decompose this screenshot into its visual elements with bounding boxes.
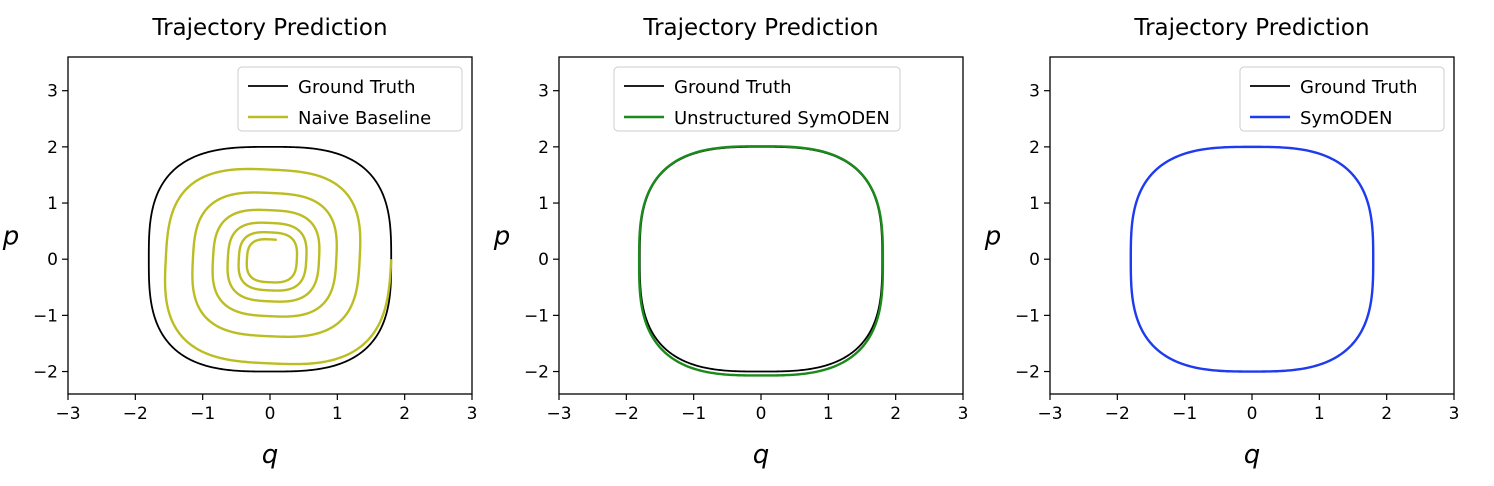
- x-tick-label: 0: [265, 404, 276, 424]
- y-tick-label: −1: [524, 306, 549, 326]
- y-tick-label: −2: [33, 363, 58, 383]
- x-axis-label: q: [753, 440, 770, 470]
- y-tick-label: 1: [538, 194, 549, 214]
- x-tick-label: 2: [890, 404, 901, 424]
- legend-label: SymODEN: [1300, 108, 1392, 129]
- legend-box: [613, 66, 901, 132]
- y-tick-label: 2: [47, 138, 58, 158]
- legend-label: Naive Baseline: [298, 108, 431, 129]
- legend-label: Ground Truth: [1300, 77, 1418, 98]
- chart-panel-unstructured-symoden: Trajectory Prediction −3 −2 −1 0 1 2 3 −2 −1 0 1 2 3 q…: [493, 15, 969, 470]
- x-tick-label: −3: [546, 404, 571, 424]
- x-tick-label: −3: [55, 404, 80, 424]
- y-tick-label: −2: [1015, 363, 1040, 383]
- y-tick-label: 1: [47, 194, 58, 214]
- x-tick-label: 0: [756, 404, 767, 424]
- legend-label: Ground Truth: [674, 77, 792, 98]
- y-tick-label: 2: [1029, 138, 1040, 158]
- y-tick-label: 1: [1029, 194, 1040, 214]
- x-tick-label: −1: [190, 404, 215, 424]
- chart-panel-symoden: Trajectory Prediction −3 −2 −1 0 1 2 3 −2 −1 0 1 2 3 q…: [984, 15, 1460, 470]
- x-tick-label: −1: [1172, 404, 1197, 424]
- x-tick-label: 3: [1449, 404, 1460, 424]
- x-tick-label: 2: [399, 404, 410, 424]
- x-tick-label: 3: [958, 404, 969, 424]
- x-axis-label: q: [1244, 440, 1261, 470]
- y-tick-label: 3: [47, 82, 58, 102]
- legend-label: Ground Truth: [298, 77, 416, 98]
- plot-area: [1129, 145, 1375, 373]
- x-tick-label: 0: [1247, 404, 1258, 424]
- chart-title: Trajectory Prediction: [1133, 15, 1369, 41]
- series-line-ground-truth: [638, 145, 884, 373]
- x-axis-label: q: [262, 440, 279, 470]
- y-tick-label: 3: [538, 82, 549, 102]
- series-line-symoden: [1129, 145, 1375, 373]
- y-tick-label: −1: [33, 306, 58, 326]
- x-tick-label: 2: [1381, 404, 1392, 424]
- series-line-ground-truth: [1129, 145, 1375, 373]
- y-tick-label: −1: [1015, 306, 1040, 326]
- y-tick-label: −2: [524, 363, 549, 383]
- x-tick-label: 1: [1314, 404, 1325, 424]
- x-tick-label: −2: [614, 404, 639, 424]
- x-tick-label: −2: [123, 404, 148, 424]
- legend: Ground Truth SymODEN: [1239, 66, 1445, 132]
- y-axis-label: p: [2, 222, 20, 252]
- y-tick-label: 3: [1029, 82, 1040, 102]
- y-axis-label: p: [493, 222, 511, 252]
- x-tick-label: 1: [332, 404, 343, 424]
- legend-label: Unstructured SymODEN: [674, 108, 890, 129]
- x-tick-label: 3: [467, 404, 478, 424]
- x-tick-label: −2: [1105, 404, 1130, 424]
- legend-box: [1239, 66, 1445, 132]
- y-axis-label: p: [984, 222, 1002, 252]
- plot-area: [637, 145, 885, 377]
- chart-title: Trajectory Prediction: [642, 15, 878, 41]
- y-tick-label: 2: [538, 138, 549, 158]
- legend-box: [237, 66, 463, 132]
- y-tick-label: 0: [1029, 250, 1040, 270]
- series-line-unstructured-symoden: [637, 145, 885, 377]
- y-tick-label: 0: [538, 250, 549, 270]
- legend: Ground Truth Naive Baseline: [237, 66, 463, 132]
- x-tick-label: −3: [1037, 404, 1062, 424]
- x-tick-label: −1: [681, 404, 706, 424]
- y-tick-label: 0: [47, 250, 58, 270]
- series-line-naive-baseline: [163, 167, 393, 366]
- series-line-ground-truth: [147, 145, 393, 373]
- chart-panel-naive-baseline: Trajectory Prediction −3 −2 −1 0 1 2 3 −2 −1 0 1 2 3 q…: [2, 15, 478, 470]
- plot-area: [147, 145, 393, 373]
- legend: Ground Truth Unstructured SymODEN: [613, 66, 901, 132]
- chart-title: Trajectory Prediction: [151, 15, 387, 41]
- x-tick-label: 1: [823, 404, 834, 424]
